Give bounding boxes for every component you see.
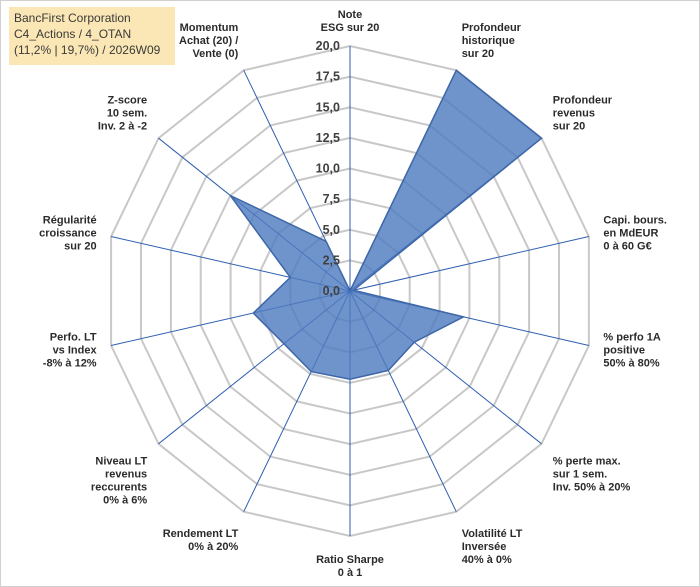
period-label: (11,2% | 19,7%) / 2026W09: [14, 43, 161, 57]
axis-label: Capi. bours. en MdEUR 0 à 60 G€: [603, 215, 667, 253]
axis-label: Régularité croissance sur 20: [39, 215, 96, 253]
portfolio-label: C4_Actions / 4_OTAN: [14, 27, 132, 41]
axis-label: Profondeur revenus sur 20: [553, 95, 613, 133]
tick-label: 7,5: [323, 192, 340, 206]
tick-label: 20,0: [316, 39, 340, 53]
tick-label: 17,5: [316, 70, 340, 84]
axis-label: Profondeur historique sur 20: [462, 22, 522, 60]
tick-label: 12,5: [316, 131, 340, 145]
axis-label: % perte max. sur 1 sem. Inv. 50% à 20%: [553, 455, 631, 493]
axis-label: Z-score 10 sem. Inv. 2 à -2: [98, 95, 147, 133]
axis-label: Ratio Sharpe 0 à 1: [316, 554, 384, 579]
tick-label: 2,5: [323, 253, 340, 267]
chart-title-box: BancFirst Corporation C4_Actions / 4_OTA…: [9, 7, 175, 65]
axis-label: Perfo. LT vs Index -8% à 12%: [43, 331, 98, 369]
series-area: [229, 69, 543, 380]
axis-label: % perfo 1A positive 50% à 80%: [603, 331, 661, 369]
company-name: BancFirst Corporation: [14, 11, 131, 25]
tick-label: 0,0: [323, 284, 340, 298]
axis-label: Rendement LT 0% à 20%: [163, 528, 239, 553]
tick-label: 5,0: [323, 223, 340, 237]
axis-spoke: [349, 236, 590, 292]
axis-label: Niveau LT revenus reccurents 0% à 6%: [91, 455, 148, 506]
tick-label: 15,0: [316, 100, 340, 114]
axis-label: Volatilité LT Inversée 40% à 0%: [462, 528, 523, 566]
tick-label: 10,0: [316, 162, 340, 176]
axis-label: Momentum Achat (20) / Vente (0): [179, 22, 239, 60]
axis-label: Note ESG sur 20: [321, 9, 380, 34]
